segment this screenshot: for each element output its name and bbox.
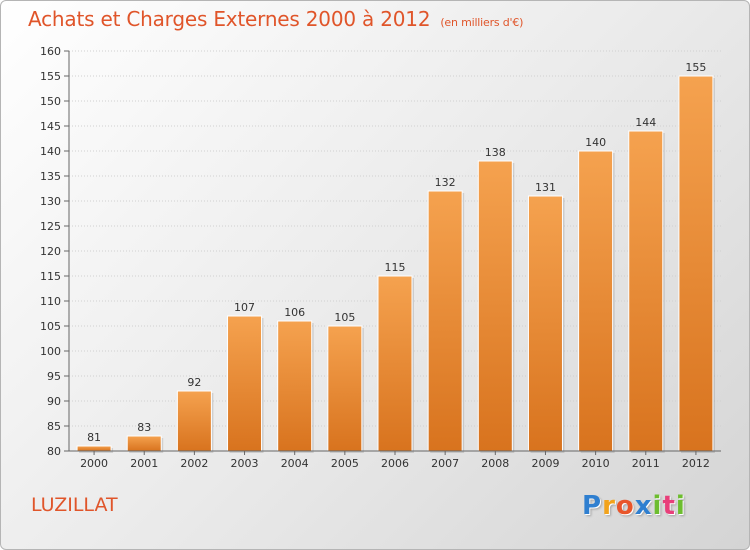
y-tick-label: 110 [40, 295, 61, 308]
x-tick-label: 2005 [331, 457, 359, 470]
bar[interactable] [578, 150, 614, 452]
y-tick-label: 105 [40, 320, 61, 333]
x-tick-label: 2010 [582, 457, 610, 470]
data-label: 140 [585, 136, 606, 149]
chart-unit: (en milliers d'€) [440, 16, 524, 29]
data-label: 81 [87, 431, 101, 444]
bars: 81 83 92 107 106 105 115 132 138 131 140 144 155 [76, 61, 715, 453]
x-tick-label: 2006 [381, 457, 409, 470]
y-tick-label: 155 [40, 70, 61, 83]
bar[interactable] [126, 435, 162, 452]
y-tick-label: 100 [40, 345, 61, 358]
y-tick-label: 115 [40, 270, 61, 283]
y-tick-label: 160 [40, 45, 61, 58]
x-tick-label: 2012 [682, 457, 710, 470]
y-tick-label: 125 [40, 220, 61, 233]
y-tick-label: 150 [40, 95, 61, 108]
logo-letter: o [615, 491, 635, 521]
logo-letter: r [602, 491, 616, 521]
x-tick-label: 2009 [531, 457, 559, 470]
logo-letter: i [675, 491, 686, 521]
bar[interactable] [176, 390, 212, 452]
bar[interactable] [527, 195, 563, 452]
data-label: 105 [334, 311, 355, 324]
y-tick-label: 95 [47, 370, 61, 383]
axes: 80 85 90 95 100 105 110 115 120 125 130 135 140 145 15… [40, 45, 721, 470]
data-label: 132 [435, 176, 456, 189]
bar[interactable] [327, 325, 363, 452]
chart-title: Achats et Charges Externes 2000 à 2012 (e… [28, 7, 523, 31]
logo-letter: P [582, 491, 603, 521]
data-label: 138 [485, 146, 506, 159]
y-tick-label: 120 [40, 245, 61, 258]
x-tick-label: 2002 [180, 457, 208, 470]
bar[interactable] [477, 160, 513, 452]
proxiti-logo[interactable]: Proxiti [582, 491, 686, 521]
bar[interactable] [377, 275, 413, 452]
y-tick-label: 80 [47, 445, 61, 458]
data-label: 83 [137, 421, 151, 434]
logo-letter: x [634, 491, 653, 521]
bar[interactable] [427, 190, 463, 452]
bar[interactable] [628, 130, 664, 452]
data-label: 155 [685, 61, 706, 74]
x-tick-label: 2000 [80, 457, 108, 470]
logo-letter: t [662, 491, 676, 521]
x-tick-label: 2003 [231, 457, 259, 470]
y-tick-label: 90 [47, 395, 61, 408]
y-tick-label: 145 [40, 120, 61, 133]
y-tick-label: 85 [47, 420, 61, 433]
data-label: 131 [535, 181, 556, 194]
x-tick-label: 2001 [130, 457, 158, 470]
data-label: 107 [234, 301, 255, 314]
data-label: 144 [635, 116, 656, 129]
data-label: 92 [187, 376, 201, 389]
data-label: 115 [385, 261, 406, 274]
x-tick-label: 2008 [481, 457, 509, 470]
bar[interactable] [76, 445, 112, 452]
bar[interactable] [227, 315, 263, 452]
x-tick-label: 2007 [431, 457, 459, 470]
x-tick-label: 2004 [281, 457, 309, 470]
data-label: 106 [284, 306, 305, 319]
chart-title-text: Achats et Charges Externes 2000 à 2012 [28, 7, 431, 31]
x-tick-label: 2011 [632, 457, 660, 470]
logo-letter: i [652, 491, 663, 521]
bar[interactable] [277, 320, 313, 452]
y-tick-label: 140 [40, 145, 61, 158]
bar[interactable] [678, 75, 714, 452]
place-name: LUZILLAT [31, 494, 118, 516]
y-tick-label: 135 [40, 170, 61, 183]
y-tick-label: 130 [40, 195, 61, 208]
